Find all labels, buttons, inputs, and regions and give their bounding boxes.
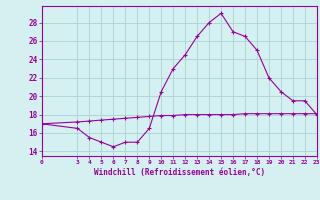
X-axis label: Windchill (Refroidissement éolien,°C): Windchill (Refroidissement éolien,°C) [94, 168, 265, 177]
